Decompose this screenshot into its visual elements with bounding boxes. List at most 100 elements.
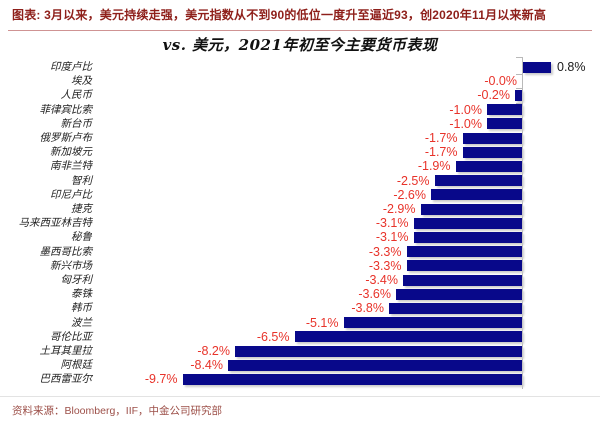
chart-row: 秘鲁 -3.1% — [0, 230, 600, 244]
chart-row: 捷克 -2.9% — [0, 202, 600, 216]
category-label: 捷克 — [71, 203, 92, 215]
category-label: 埃及 — [71, 75, 92, 88]
bar-chart-plot: 印度卢比 0.8% 埃及 -0.0% 人民币 -0.2% 菲律宾比索 -1.0% 新台币 -1.0… — [0, 57, 600, 392]
bar — [235, 345, 522, 357]
zero-axis-line — [522, 57, 523, 389]
category-label: 印度卢比 — [50, 61, 92, 73]
value-label: -2.5% — [396, 173, 430, 188]
category-label: 韩币 — [71, 302, 92, 315]
value-label: -2.9% — [382, 202, 416, 216]
value-label: -1.0% — [449, 116, 482, 131]
bar — [403, 274, 522, 286]
bar — [413, 217, 522, 229]
value-label: -1.7% — [424, 145, 458, 160]
value-label: -1.9% — [417, 159, 451, 174]
chart-title: vs. 美元，2021年初至今主要货币表现 — [162, 36, 438, 54]
category-label: 泰铢 — [71, 288, 92, 301]
category-label: 新台币 — [60, 117, 93, 130]
bar — [455, 160, 522, 172]
axis-tick — [516, 88, 522, 90]
category-label: 墨西哥比索 — [39, 245, 93, 258]
chart-row: 马来西亚林吉特 -3.1% — [0, 216, 600, 230]
value-label: -1.7% — [424, 131, 458, 145]
chart-row: 匈牙利 -3.4% — [0, 273, 600, 287]
bar — [462, 146, 522, 158]
category-label: 人民币 — [60, 89, 93, 102]
category-label: 智利 — [71, 174, 92, 187]
axis-tick — [516, 74, 522, 76]
chart-row: 巴西雷亚尔 -9.7% — [0, 372, 600, 386]
value-label: -3.3% — [368, 258, 402, 273]
bar — [396, 288, 522, 300]
bar — [389, 302, 522, 314]
value-label: -0.2% — [477, 88, 510, 103]
chart-row: 埃及 -0.0% — [0, 74, 600, 88]
bar — [487, 104, 522, 116]
category-label: 俄罗斯卢布 — [39, 132, 93, 144]
value-label: -8.2% — [197, 344, 230, 358]
bar — [294, 331, 522, 343]
value-label: -3.1% — [375, 230, 409, 245]
chart-row: 墨西哥比索 -3.3% — [0, 245, 600, 259]
chart-row: 智利 -2.5% — [0, 174, 600, 188]
bar — [228, 359, 522, 371]
chart-row: 南非兰特 -1.9% — [0, 159, 600, 173]
bar — [413, 231, 522, 243]
value-label: -8.4% — [190, 358, 223, 373]
category-label: 新兴市场 — [50, 259, 92, 272]
value-label: -0.0% — [484, 74, 517, 89]
bar — [515, 89, 522, 101]
value-label: -1.0% — [449, 102, 482, 117]
chart-row: 新台币 -1.0% — [0, 117, 600, 131]
axis-tick — [516, 57, 522, 58]
bar — [431, 189, 522, 201]
chart-row: 波兰 -5.1% — [0, 316, 600, 330]
chart-row: 阿根廷 -8.4% — [0, 358, 600, 372]
value-label: -6.5% — [256, 329, 290, 344]
category-label: 南非兰特 — [50, 160, 92, 173]
chart-row: 人民币 -0.2% — [0, 88, 600, 102]
value-label: 0.8% — [557, 60, 586, 74]
axis-tick — [516, 102, 522, 104]
source-note: 资料来源：Bloomberg，IIF，中金公司研究部 — [12, 405, 223, 417]
category-label: 新加坡元 — [50, 146, 92, 159]
footer-divider — [0, 396, 600, 397]
chart-row: 印尼卢比 -2.6% — [0, 188, 600, 202]
page-title: 图表: 3月以来，美元持续走强，美元指数从不到90的低位一度升至逼近93，创20… — [12, 8, 547, 22]
bar — [420, 203, 522, 215]
chart-row: 俄罗斯卢布 -1.7% — [0, 131, 600, 145]
value-label: -3.8% — [351, 301, 384, 316]
category-label: 哥伦比亚 — [50, 330, 92, 343]
category-label: 阿根廷 — [60, 359, 93, 372]
value-label: -3.6% — [358, 287, 391, 302]
value-label: -3.4% — [365, 273, 398, 287]
value-label: -2.6% — [393, 187, 426, 202]
bar — [434, 175, 522, 187]
chart-row: 印度卢比 0.8% — [0, 60, 600, 74]
category-label: 土耳其里拉 — [39, 345, 93, 357]
value-label: -9.7% — [144, 372, 178, 387]
chart-row: 新加坡元 -1.7% — [0, 145, 600, 159]
category-label: 巴西雷亚尔 — [39, 373, 93, 386]
category-label: 匈牙利 — [60, 274, 93, 286]
category-label: 波兰 — [71, 316, 92, 329]
bar — [406, 246, 522, 258]
bar — [406, 260, 522, 272]
category-label: 菲律宾比索 — [39, 103, 93, 116]
chart-row: 泰铢 -3.6% — [0, 287, 600, 301]
value-label: -5.1% — [305, 315, 339, 330]
chart-row: 新兴市场 -3.3% — [0, 259, 600, 273]
value-label: -3.1% — [375, 216, 409, 231]
chart-row: 土耳其里拉 -8.2% — [0, 344, 600, 358]
category-label: 马来西亚林吉特 — [18, 217, 93, 230]
bar — [462, 132, 522, 144]
bar — [523, 61, 551, 73]
bar — [343, 317, 522, 329]
value-label: -3.3% — [368, 244, 402, 259]
category-label: 印尼卢比 — [50, 188, 92, 201]
category-label: 秘鲁 — [71, 231, 92, 244]
chart-row: 菲律宾比索 -1.0% — [0, 103, 600, 117]
bar — [182, 373, 522, 385]
bar — [487, 118, 522, 130]
